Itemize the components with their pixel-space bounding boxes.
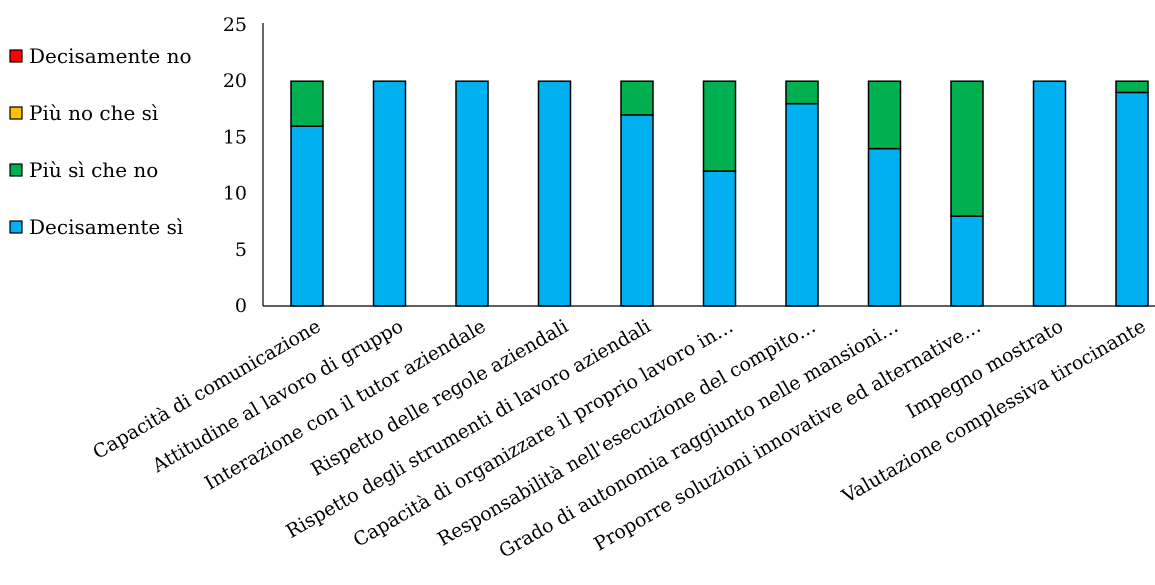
bar-segment-piu-si-che-no [702, 80, 737, 172]
bar-segment-decisamente-si [950, 215, 984, 307]
bar-segment-decisamente-si [785, 102, 819, 307]
y-tick-label: 5 [235, 239, 247, 261]
bar-segment-piu-si-che-no [867, 80, 902, 150]
legend-swatch-decisamente-no [9, 49, 23, 63]
bar-segment-piu-si-che-no [290, 80, 324, 127]
legend: Decisamente no Più no che sì Più sì che no… [9, 44, 192, 239]
y-tick-label: 10 [223, 183, 247, 205]
bar-segment-decisamente-si [372, 80, 407, 307]
y-tick-label: 25 [223, 14, 247, 36]
legend-label-decisamente-si: Decisamente sì [29, 215, 183, 239]
bar-segment-piu-si-che-no [950, 80, 984, 217]
legend-swatch-decisamente-si [9, 220, 23, 234]
bar-segment-decisamente-si [290, 125, 324, 307]
bar-segment-decisamente-si [455, 80, 489, 307]
bar-segment-decisamente-si [620, 114, 654, 307]
legend-label-piu-si-che-no: Più sì che no [29, 158, 158, 182]
bar-segment-piu-si-che-no [785, 80, 819, 105]
y-axis: 0 5 10 15 20 25 [223, 14, 264, 317]
bar-segment-decisamente-si [1115, 91, 1149, 307]
bar-segment-piu-si-che-no [620, 80, 654, 116]
legend-label-piu-no-che-si: Più no che sì [29, 101, 158, 125]
bar-segment-decisamente-si [537, 80, 572, 307]
legend-swatch-piu-si-che-no [9, 163, 23, 177]
y-tick-label: 20 [223, 70, 247, 92]
y-tick-label: 0 [235, 295, 247, 317]
legend-swatch-piu-no-che-si [9, 106, 23, 120]
bar-segment-decisamente-si [867, 147, 902, 307]
bar-segment-decisamente-si [702, 170, 737, 307]
y-tick-label: 15 [223, 126, 247, 148]
legend-label-decisamente-no: Decisamente no [29, 44, 192, 68]
bar-segment-decisamente-si [1032, 80, 1067, 307]
plot-area [290, 80, 1149, 307]
bar-segment-piu-si-che-no [1115, 80, 1149, 94]
